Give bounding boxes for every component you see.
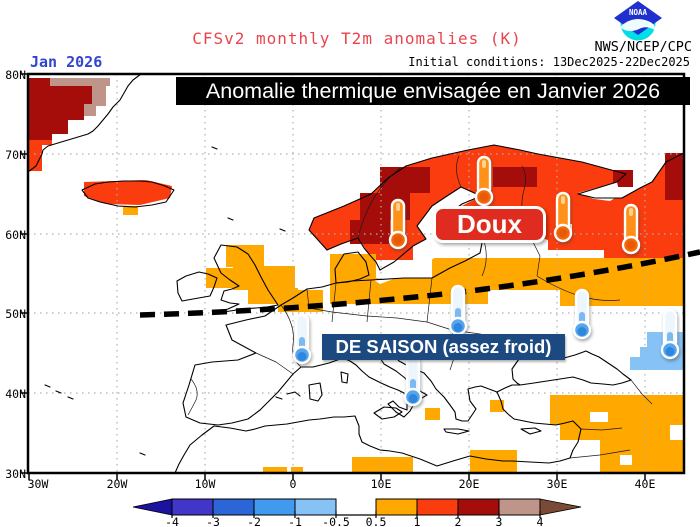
cold-thermometer-icon bbox=[660, 308, 680, 360]
headline-banner: Anomalie thermique envisagée en Janvier … bbox=[176, 77, 690, 105]
lon-label: 10E bbox=[370, 477, 392, 491]
lon-label: 10W bbox=[194, 477, 216, 491]
lat-label: 40N bbox=[5, 387, 26, 401]
colorbar-arrow-high bbox=[539, 498, 582, 516]
mild-zone-label: Doux bbox=[433, 206, 546, 243]
cold-thermometer-icon bbox=[448, 284, 468, 336]
svg-text:-1: -1 bbox=[288, 515, 302, 527]
lat-label: 60N bbox=[5, 228, 26, 242]
noaa-logo-icon: NOAA bbox=[614, 1, 662, 41]
anomaly-region-warm-05to1 bbox=[123, 206, 684, 473]
cold-thermometer-icon bbox=[572, 288, 592, 340]
svg-text:1: 1 bbox=[414, 515, 421, 527]
lon-label: 30W bbox=[27, 477, 49, 491]
lon-label: 20E bbox=[458, 477, 480, 491]
anomaly-region-warm-2to3 bbox=[28, 78, 684, 244]
agency-label: NWS/NCEP/CPC bbox=[594, 39, 692, 55]
cold-thermometer-icon bbox=[292, 313, 312, 365]
lon-label: 40E bbox=[634, 477, 656, 491]
initial-conditions-label: Initial conditions: 13Dec2025-22Dec2025 bbox=[408, 55, 690, 69]
lat-label: 70N bbox=[5, 148, 26, 162]
warm-thermometer-icon bbox=[621, 203, 641, 255]
colorbar-labels: -4 -3 -2 -1 -0.5 0.5 1 2 3 4 bbox=[165, 515, 543, 527]
lon-label: 0 bbox=[289, 477, 297, 491]
lon-label: 20W bbox=[106, 477, 128, 491]
lat-label: 80N bbox=[5, 68, 26, 82]
graticule bbox=[28, 74, 684, 473]
page-title: CFSv2 monthly T2m anomalies (K) bbox=[192, 29, 522, 48]
seasonal-zone-label: DE SAISON (assez froid) bbox=[322, 334, 565, 360]
lon-label: 30E bbox=[546, 477, 568, 491]
svg-text:-2: -2 bbox=[247, 515, 261, 527]
svg-text:-0.5: -0.5 bbox=[322, 515, 350, 527]
colorbar-ticks bbox=[171, 511, 541, 518]
svg-text:3: 3 bbox=[496, 515, 503, 527]
anomaly-region-warm-3to4 bbox=[50, 78, 110, 116]
svg-text:-4: -4 bbox=[165, 515, 179, 527]
svg-text:2: 2 bbox=[455, 515, 462, 527]
noaa-logo-text: NOAA bbox=[629, 8, 648, 17]
warm-thermometer-icon bbox=[388, 198, 408, 250]
colorbar-segments bbox=[171, 498, 541, 516]
lat-label: 50N bbox=[5, 307, 26, 321]
warm-thermometer-icon bbox=[553, 191, 573, 243]
svg-text:-3: -3 bbox=[206, 515, 220, 527]
coastlines bbox=[28, 74, 684, 473]
warm-thermometer-icon bbox=[474, 155, 494, 207]
svg-text:0.5: 0.5 bbox=[366, 515, 387, 527]
forecast-month-label: Jan 2026 bbox=[30, 53, 103, 71]
svg-text:4: 4 bbox=[537, 515, 544, 527]
axis-ticks bbox=[21, 73, 646, 480]
cold-thermometer-icon bbox=[403, 355, 423, 407]
colorbar-legend: -4 -3 -2 -1 -0.5 0.5 1 2 3 4 bbox=[132, 498, 582, 527]
lat-label: 30N bbox=[5, 467, 26, 481]
air-mass-boundary-line bbox=[139, 249, 700, 318]
map-frame bbox=[26, 72, 686, 475]
